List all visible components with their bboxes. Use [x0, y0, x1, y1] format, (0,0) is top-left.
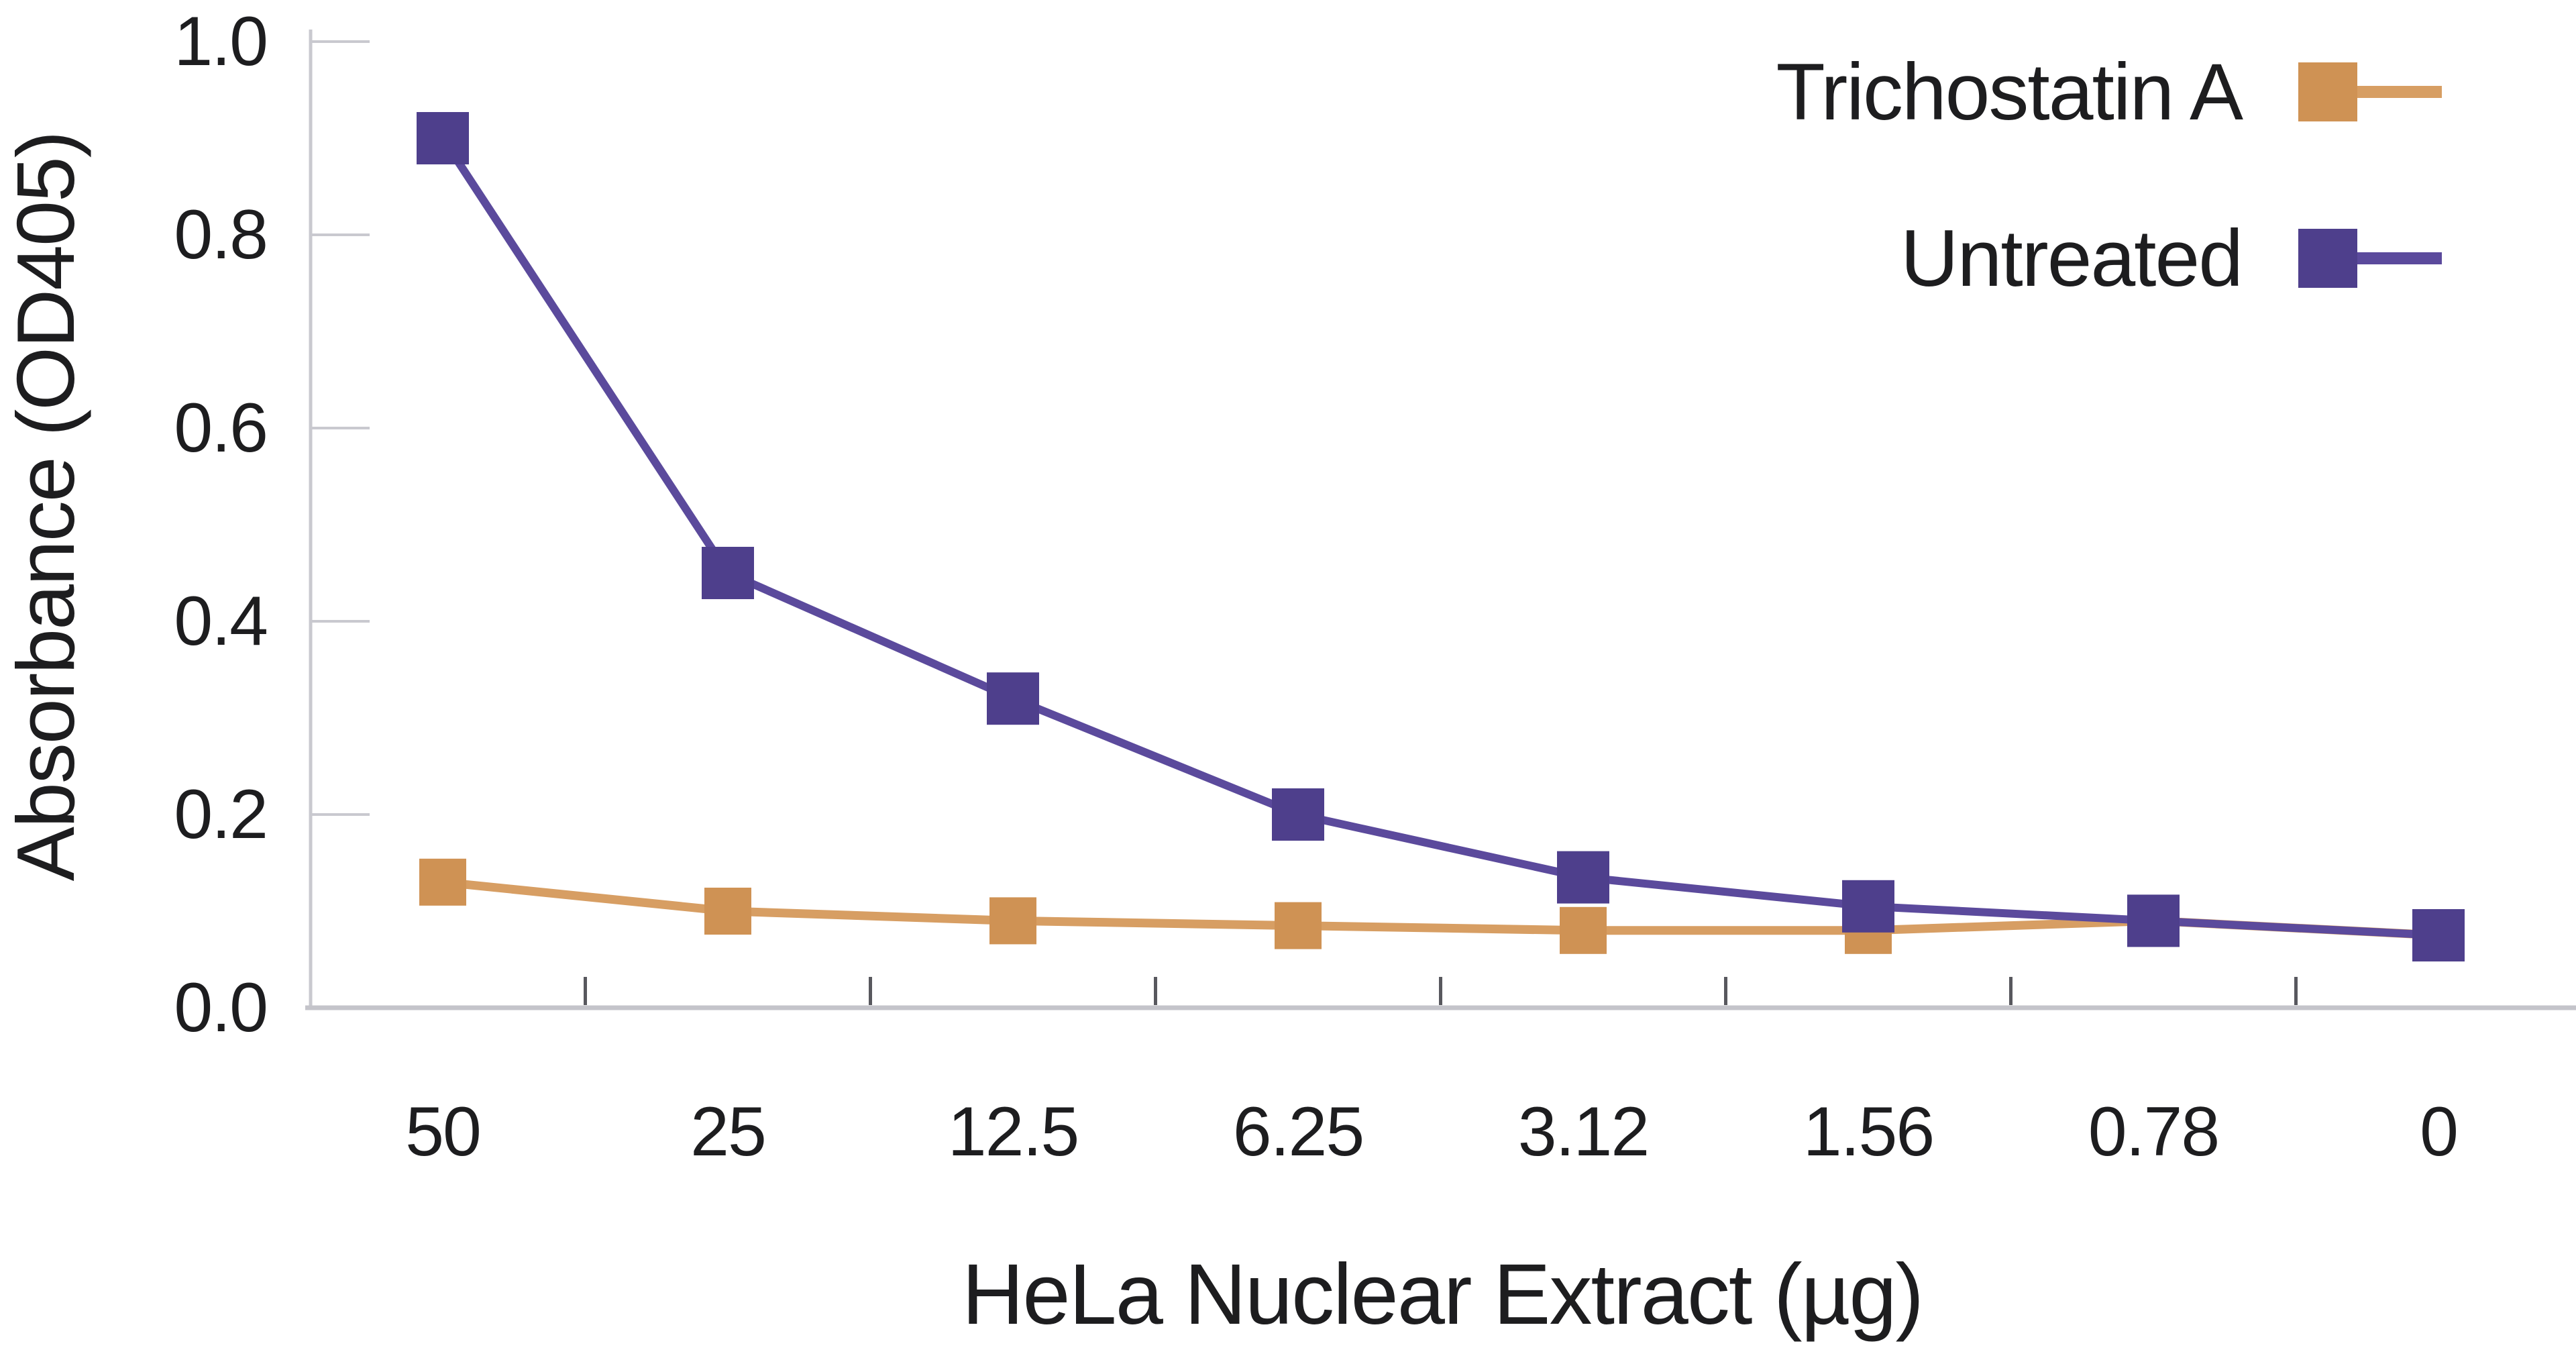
y-tick-label: 0.4 — [174, 582, 268, 660]
legend-label: Trichostatin A — [1776, 47, 2243, 137]
legend-label: Untreated — [1900, 213, 2243, 303]
x-tick-label: 12.5 — [947, 1093, 1079, 1171]
y-tick-label: 0.8 — [174, 196, 268, 274]
x-tick-label: 6.25 — [1232, 1093, 1364, 1171]
x-tick-label: 25 — [690, 1093, 767, 1171]
legend: Trichostatin A Untreated — [1776, 44, 2442, 306]
y-tick-label: 1.0 — [174, 3, 268, 81]
trichostatin-a-square-marker-icon — [2298, 44, 2442, 140]
x-tick-label: 0.78 — [2088, 1093, 2220, 1171]
y-tick-label: 0.2 — [174, 776, 268, 853]
x-tick-label: 0 — [2420, 1093, 2459, 1171]
legend-item-trichostatin-a: Trichostatin A — [1776, 44, 2442, 140]
untreated-square-marker-icon — [2298, 211, 2442, 306]
x-tick-label: 1.56 — [1803, 1093, 1935, 1171]
x-tick-label: 3.12 — [1517, 1093, 1650, 1171]
x-axis-title: HeLa Nuclear Extract (µg) — [961, 1247, 1924, 1343]
x-tick-label: 50 — [405, 1093, 482, 1171]
y-tick-label: 0.6 — [174, 389, 268, 467]
legend-item-untreated: Untreated — [1900, 211, 2442, 306]
y-tick-label: 0.0 — [174, 969, 268, 1047]
